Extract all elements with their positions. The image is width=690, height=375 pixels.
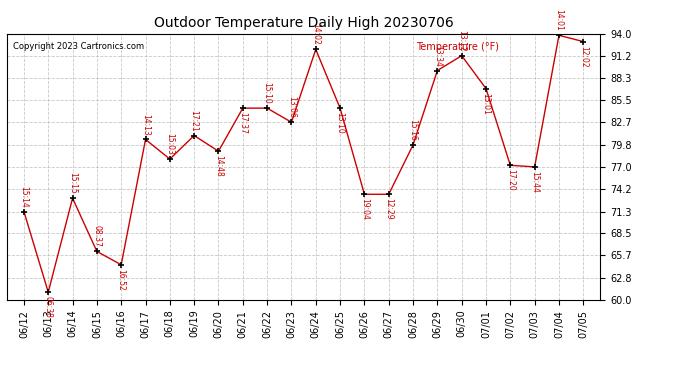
Text: Temperature (°F): Temperature (°F): [416, 42, 500, 52]
Text: 17:37: 17:37: [238, 112, 247, 134]
Text: Copyright 2023 Cartronics.com: Copyright 2023 Cartronics.com: [13, 42, 144, 51]
Text: 15:10: 15:10: [263, 82, 272, 104]
Text: 12:02: 12:02: [579, 46, 588, 68]
Text: 19:04: 19:04: [360, 198, 369, 220]
Text: 08:37: 08:37: [92, 225, 101, 247]
Title: Outdoor Temperature Daily High 20230706: Outdoor Temperature Daily High 20230706: [154, 16, 453, 30]
Text: 14:48: 14:48: [214, 155, 223, 177]
Text: 15:16: 15:16: [408, 119, 417, 141]
Text: 14:13: 14:13: [141, 114, 150, 135]
Text: 15:15: 15:15: [68, 172, 77, 194]
Text: 14:02: 14:02: [311, 24, 320, 45]
Text: 15:03: 15:03: [166, 133, 175, 155]
Text: 16:52: 16:52: [117, 269, 126, 291]
Text: 13:12: 13:12: [457, 30, 466, 51]
Text: 15:14: 15:14: [19, 186, 28, 207]
Text: 17:21: 17:21: [190, 110, 199, 131]
Text: 06:38: 06:38: [43, 296, 52, 318]
Text: 13:06: 13:06: [287, 96, 296, 118]
Text: 14:01: 14:01: [555, 9, 564, 31]
Text: 12:29: 12:29: [384, 198, 393, 220]
Text: 13:01: 13:01: [482, 93, 491, 114]
Text: 13:10: 13:10: [335, 112, 344, 134]
Text: 13:34: 13:34: [433, 45, 442, 66]
Text: 17:20: 17:20: [506, 170, 515, 191]
Text: 15:44: 15:44: [530, 171, 539, 193]
